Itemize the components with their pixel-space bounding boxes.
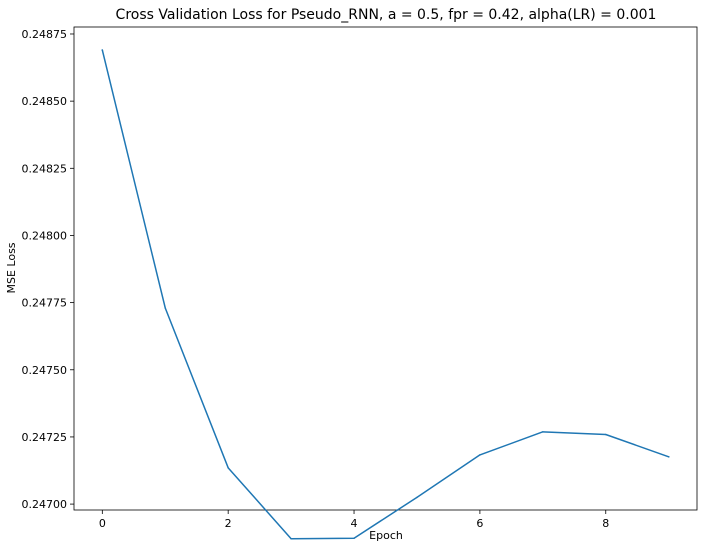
plot-frame: [73, 26, 698, 511]
y-axis-label: MSE Loss: [5, 242, 18, 293]
y-tick-label: 0.24775: [22, 297, 68, 310]
x-tick-label: 6: [476, 517, 483, 530]
data-point: [164, 307, 166, 309]
x-axis-label: Epoch: [369, 529, 403, 542]
y-tick-label: 0.24875: [22, 28, 68, 41]
y-tick-label: 0.24700: [22, 498, 68, 511]
series-line: [101, 49, 670, 540]
y-tick-label: 0.24750: [22, 364, 68, 377]
y-tick-label: 0.24725: [22, 431, 68, 444]
y-axis-ticks: 0.24700 0.24725 0.24750 0.24775 0.24800 0.248…: [22, 28, 74, 511]
y-tick-label: 0.24825: [22, 162, 68, 175]
data-point: [227, 467, 229, 469]
plot-area: 0 2 4 6 8 0.24700 0.24725 0.24750 0.24775 0.2480…: [22, 26, 698, 540]
series-layer: [101, 49, 670, 540]
y-tick-label: 0.24800: [22, 229, 68, 242]
data-point: [542, 431, 544, 433]
data-point: [416, 496, 418, 499]
x-tick-label: 8: [602, 517, 609, 530]
data-point: [605, 433, 607, 436]
x-axis-ticks: 0 2 4 6 8: [99, 510, 609, 530]
y-tick-label: 0.24850: [22, 95, 68, 108]
chart-title: Cross Validation Loss for Pseudo_RNN, a …: [116, 7, 657, 23]
data-point: [101, 49, 104, 51]
x-tick-label: 0: [99, 517, 106, 530]
x-tick-label: 2: [225, 517, 232, 530]
data-point: [667, 456, 670, 458]
data-point: [353, 537, 355, 539]
x-tick-label: 4: [351, 517, 358, 530]
data-point: [479, 454, 481, 456]
data-point: [290, 537, 292, 540]
